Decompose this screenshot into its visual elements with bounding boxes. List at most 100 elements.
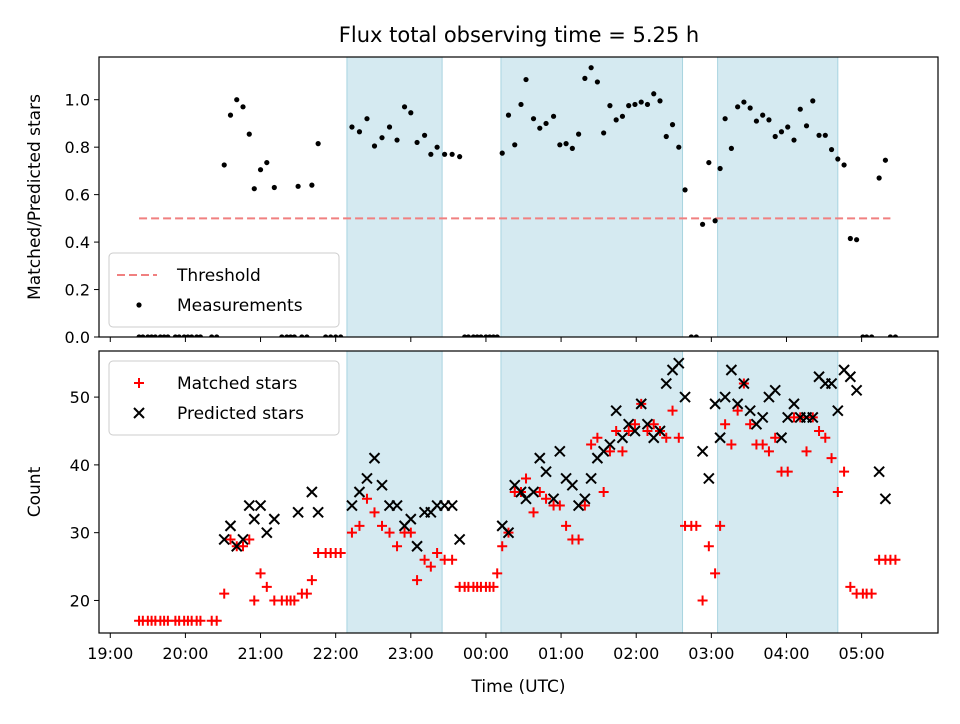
matched-stars-marker: [691, 520, 702, 531]
bottom-shaded-band: [346, 350, 443, 634]
measurements-marker: [588, 65, 594, 71]
top-shaded-band: [717, 56, 839, 338]
chart-title: Flux total observing time = 5.25 h: [339, 23, 699, 47]
measurements-marker: [613, 117, 619, 123]
bottom-legend-box: [108, 360, 340, 436]
measurements-marker: [152, 334, 158, 337]
measurements-marker: [772, 133, 778, 140]
predicted-stars-marker: [782, 411, 794, 424]
matched-stars-marker: [715, 520, 726, 531]
measurements-marker: [434, 144, 440, 150]
predicted-stars-marker: [554, 445, 566, 458]
matched-stars-marker: [598, 487, 609, 497]
measurements-marker: [835, 156, 841, 162]
measurements-marker: [401, 104, 408, 110]
measurements-marker: [246, 131, 252, 137]
measurements-marker: [876, 175, 882, 181]
measurements-marker: [197, 334, 204, 337]
matched-stars-marker: [195, 615, 206, 626]
predicted-stars-marker: [635, 398, 647, 410]
measurements-marker: [682, 187, 688, 193]
measurements-marker: [543, 120, 549, 127]
matched-stars-marker: [497, 541, 508, 552]
matched-stars-marker: [447, 554, 458, 565]
measurements-marker: [657, 98, 663, 104]
matched-stars-marker: [579, 500, 590, 511]
top-shaded-band: [346, 56, 443, 338]
measurements-marker: [499, 150, 505, 156]
predicted-stars-marker: [248, 513, 260, 525]
matched-stars-marker: [648, 419, 659, 430]
predicted-stars-marker: [703, 472, 715, 485]
measurements-marker: [328, 334, 334, 337]
predicted-stars-marker: [527, 486, 540, 498]
predicted-stars-marker: [641, 418, 654, 430]
measurements-marker: [214, 334, 220, 337]
matched-stars-marker: [832, 487, 843, 497]
measurements-marker: [693, 334, 699, 337]
predicted-stars-marker: [673, 357, 685, 369]
measurements-marker: [227, 112, 234, 118]
legend-predicted-swatch: [133, 407, 145, 419]
matched-stars-marker: [720, 419, 731, 430]
measurements-marker: [189, 334, 195, 337]
matched-stars-marker: [289, 595, 300, 606]
matched-stars-marker: [554, 500, 565, 511]
measurements-marker: [601, 130, 607, 136]
matched-stars-marker: [432, 548, 443, 559]
matched-stars-marker: [770, 432, 781, 443]
matched-stars-marker: [425, 561, 436, 572]
measurements-marker: [512, 142, 518, 148]
legend-label: Predicted stars: [177, 404, 304, 424]
measurements-marker: [688, 334, 694, 337]
measurements-marker: [753, 118, 760, 124]
matched-stars-marker: [244, 534, 255, 545]
matched-stars-marker: [419, 554, 430, 565]
matched-stars-marker: [866, 588, 877, 599]
measurements-marker: [394, 137, 400, 143]
predicted-stars-marker: [224, 520, 237, 532]
measurements-marker: [663, 133, 669, 140]
matched-stars-marker: [732, 405, 743, 416]
matched-stars-marker: [492, 568, 503, 579]
measurements-marker: [741, 99, 747, 105]
predicted-stars-marker: [719, 391, 731, 403]
bottom-legend: Matched stars Predicted stars: [108, 360, 340, 436]
measurements-marker: [816, 132, 822, 138]
top-legend-box: [108, 252, 340, 328]
measurements-marker: [791, 137, 797, 143]
measurements-marker: [669, 122, 676, 128]
measurements-marker: [810, 98, 816, 104]
measurements-marker: [728, 145, 734, 151]
measurements-marker: [882, 157, 889, 163]
predicted-stars-marker: [654, 425, 666, 437]
predicted-stars-marker: [756, 411, 769, 424]
measurements-marker: [626, 103, 632, 109]
measurements-marker: [569, 145, 575, 151]
predicted-stars-marker: [368, 452, 381, 464]
measurements-marker: [428, 151, 434, 157]
predicted-stars-marker: [616, 432, 629, 444]
measurements-marker: [271, 184, 277, 191]
predicted-stars-marker: [353, 486, 366, 498]
measurements-marker: [333, 334, 339, 337]
measurements-marker: [291, 334, 297, 337]
predicted-stars-marker: [604, 438, 616, 451]
predicted-stars-marker: [268, 513, 281, 525]
legend-label: Measurements: [177, 296, 303, 316]
bottom-shaded-band: [500, 350, 684, 634]
measurements-marker: [638, 99, 644, 105]
predicted-stars-marker: [731, 398, 744, 410]
predicted-stars-marker: [769, 384, 781, 397]
matched-stars-marker: [629, 419, 640, 430]
x-tick-label: 20:00: [162, 644, 208, 663]
x-tick-label: 02:00: [613, 644, 659, 663]
measurements-marker: [892, 334, 899, 337]
x-tick-label: 21:00: [237, 644, 283, 663]
predicted-stars-marker: [825, 377, 838, 390]
top-y-tick-label: 0.0: [65, 328, 90, 347]
measurements-marker: [557, 142, 563, 148]
top-y-tick-label: 0.2: [65, 281, 90, 300]
x-tick-label: 04:00: [763, 644, 809, 663]
